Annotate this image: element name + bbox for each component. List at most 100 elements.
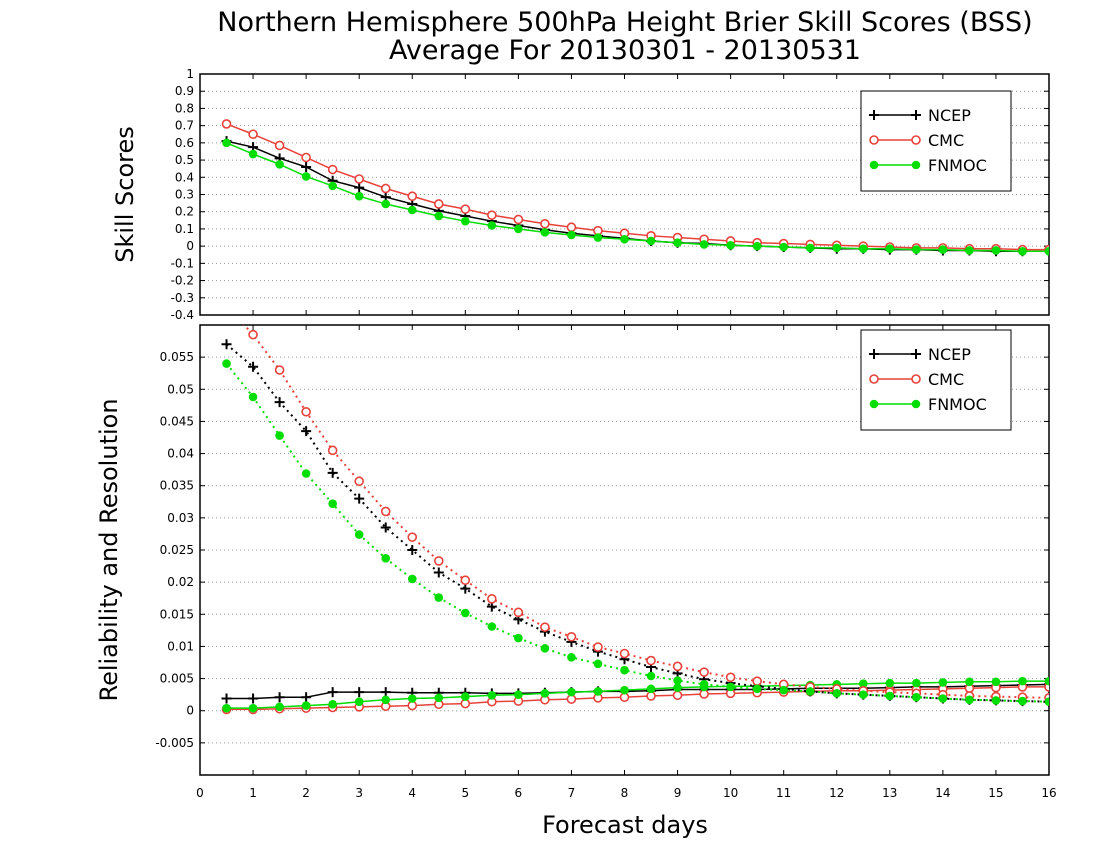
data-point-fnmoc <box>487 622 497 631</box>
data-point-fnmoc <box>858 244 868 254</box>
x-tick-label: 8 <box>621 786 629 800</box>
x-tick-label: 11 <box>776 786 791 800</box>
x-tick-label: 10 <box>723 786 738 800</box>
y-tick-label: 0.03 <box>167 511 194 525</box>
data-point-fnmoc <box>540 228 550 237</box>
y-tick-label: 0.6 <box>175 136 194 150</box>
data-point-fnmoc <box>673 676 682 685</box>
data-point-fnmoc <box>1018 247 1027 256</box>
data-point-fnmoc <box>487 221 497 230</box>
data-point-fnmoc <box>275 160 284 169</box>
x-tick-label: 14 <box>935 786 950 800</box>
data-point-cmc <box>327 445 338 456</box>
reliability-resolution-panel: -0.005 0 0.005 0.01 0.015 0.02 0.025 0.03 0.035 0… <box>95 324 1050 776</box>
data-point-cmc <box>327 164 338 175</box>
data-point-ncep <box>274 692 285 703</box>
data-point-fnmoc <box>646 671 656 681</box>
data-point-fnmoc <box>328 699 337 709</box>
data-point-fnmoc <box>514 690 523 699</box>
data-point-fnmoc <box>991 696 1001 705</box>
data-point-fnmoc <box>434 693 444 703</box>
legend-marker-cmc <box>911 374 921 384</box>
legend: NCEP CMC FNMOC <box>860 329 1012 431</box>
data-point-fnmoc <box>540 689 550 698</box>
series-line-fnmoc <box>225 362 1049 703</box>
y-tick-label: 0.9 <box>175 84 194 98</box>
data-point-fnmoc <box>593 233 603 242</box>
y-tick-label: 0.05 <box>167 382 194 396</box>
data-point-cmc <box>540 218 550 229</box>
y-tick-label: 0.4 <box>175 170 194 184</box>
data-point-fnmoc <box>1018 676 1027 686</box>
x-tick-label: 16 <box>1041 786 1056 800</box>
legend-marker-cmc <box>869 374 879 384</box>
y-tick-label: -0.4 <box>171 308 194 322</box>
y-tick-label: 0.3 <box>175 188 194 202</box>
legend-marker-fnmoc <box>869 399 879 409</box>
data-point-ncep <box>460 583 471 594</box>
data-point-fnmoc <box>328 181 337 191</box>
data-point-fnmoc <box>222 359 231 368</box>
data-point-fnmoc <box>965 677 974 687</box>
data-point-fnmoc <box>885 678 895 688</box>
data-point-fnmoc <box>461 216 470 226</box>
data-point-fnmoc <box>275 431 284 440</box>
legend-marker-fnmoc <box>911 160 921 170</box>
data-point-ncep <box>407 545 418 555</box>
legend: NCEP CMC FNMOC <box>860 90 1012 192</box>
data-point-cmc <box>407 532 418 542</box>
data-point-fnmoc <box>1044 247 1049 256</box>
legend-marker-fnmoc <box>869 160 879 170</box>
data-point-fnmoc <box>805 243 815 253</box>
data-point-cmc <box>513 214 524 225</box>
data-point-ncep <box>221 339 232 350</box>
data-point-fnmoc <box>620 234 629 244</box>
data-point-ncep <box>327 467 338 478</box>
y-tick-label: -0.1 <box>171 256 194 270</box>
legend-label-cmc: CMC <box>928 131 964 150</box>
x-axis-label: Forecast days <box>542 811 708 839</box>
data-point-fnmoc <box>407 694 417 703</box>
data-point-fnmoc <box>620 665 629 675</box>
data-point-ncep <box>274 397 285 408</box>
data-point-fnmoc <box>487 690 497 700</box>
data-point-cmc <box>619 648 630 659</box>
data-point-fnmoc <box>248 149 258 159</box>
data-point-fnmoc <box>540 644 550 653</box>
data-point-ncep <box>380 687 391 698</box>
data-point-fnmoc <box>938 678 948 687</box>
data-point-cmc <box>407 191 418 202</box>
data-point-fnmoc <box>354 530 364 539</box>
data-point-cmc <box>433 556 444 566</box>
data-point-fnmoc <box>832 243 842 253</box>
data-point-fnmoc <box>965 695 974 705</box>
data-point-fnmoc <box>938 245 948 254</box>
data-point-fnmoc <box>461 692 470 701</box>
legend-box <box>860 329 1012 431</box>
data-point-fnmoc <box>1044 697 1049 707</box>
data-point-fnmoc <box>381 199 391 209</box>
data-point-fnmoc <box>407 574 417 584</box>
data-point-ncep <box>433 567 444 578</box>
legend-label-ncep: NCEP <box>928 106 971 125</box>
data-point-cmc <box>566 222 577 233</box>
data-point-fnmoc <box>407 205 417 215</box>
data-point-fnmoc <box>805 687 815 696</box>
legend-label-cmc: CMC <box>928 370 964 389</box>
data-point-cmc <box>699 667 709 677</box>
chart-subtitle: Average For 20130301 - 20130531 <box>389 35 861 66</box>
data-point-fnmoc <box>673 683 682 692</box>
data-point-fnmoc <box>779 685 788 695</box>
y-tick-label: 0.5 <box>175 153 194 167</box>
y-tick-label: 0 <box>186 704 194 718</box>
y-tick-label: 0.035 <box>160 479 194 493</box>
data-point-cmc <box>540 622 550 632</box>
data-point-fnmoc <box>938 694 948 703</box>
x-axis: 0 1 2 3 4 5 6 7 8 9 10 11 12 13 14 15 16 <box>196 786 1056 800</box>
data-point-fnmoc <box>222 138 231 148</box>
data-point-fnmoc <box>248 703 258 713</box>
data-point-fnmoc <box>991 677 1001 687</box>
x-tick-label: 12 <box>829 786 844 800</box>
data-point-cmc <box>513 607 524 618</box>
y-axis-label: Reliability and Resolution <box>95 398 123 701</box>
